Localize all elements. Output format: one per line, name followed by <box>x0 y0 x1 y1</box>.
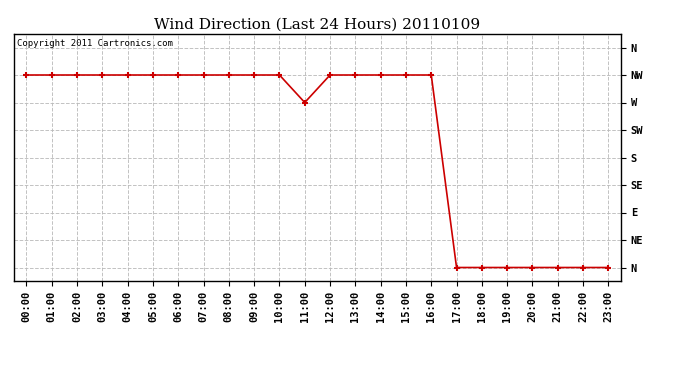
Title: Wind Direction (Last 24 Hours) 20110109: Wind Direction (Last 24 Hours) 20110109 <box>155 17 480 31</box>
Text: Copyright 2011 Cartronics.com: Copyright 2011 Cartronics.com <box>17 39 172 48</box>
